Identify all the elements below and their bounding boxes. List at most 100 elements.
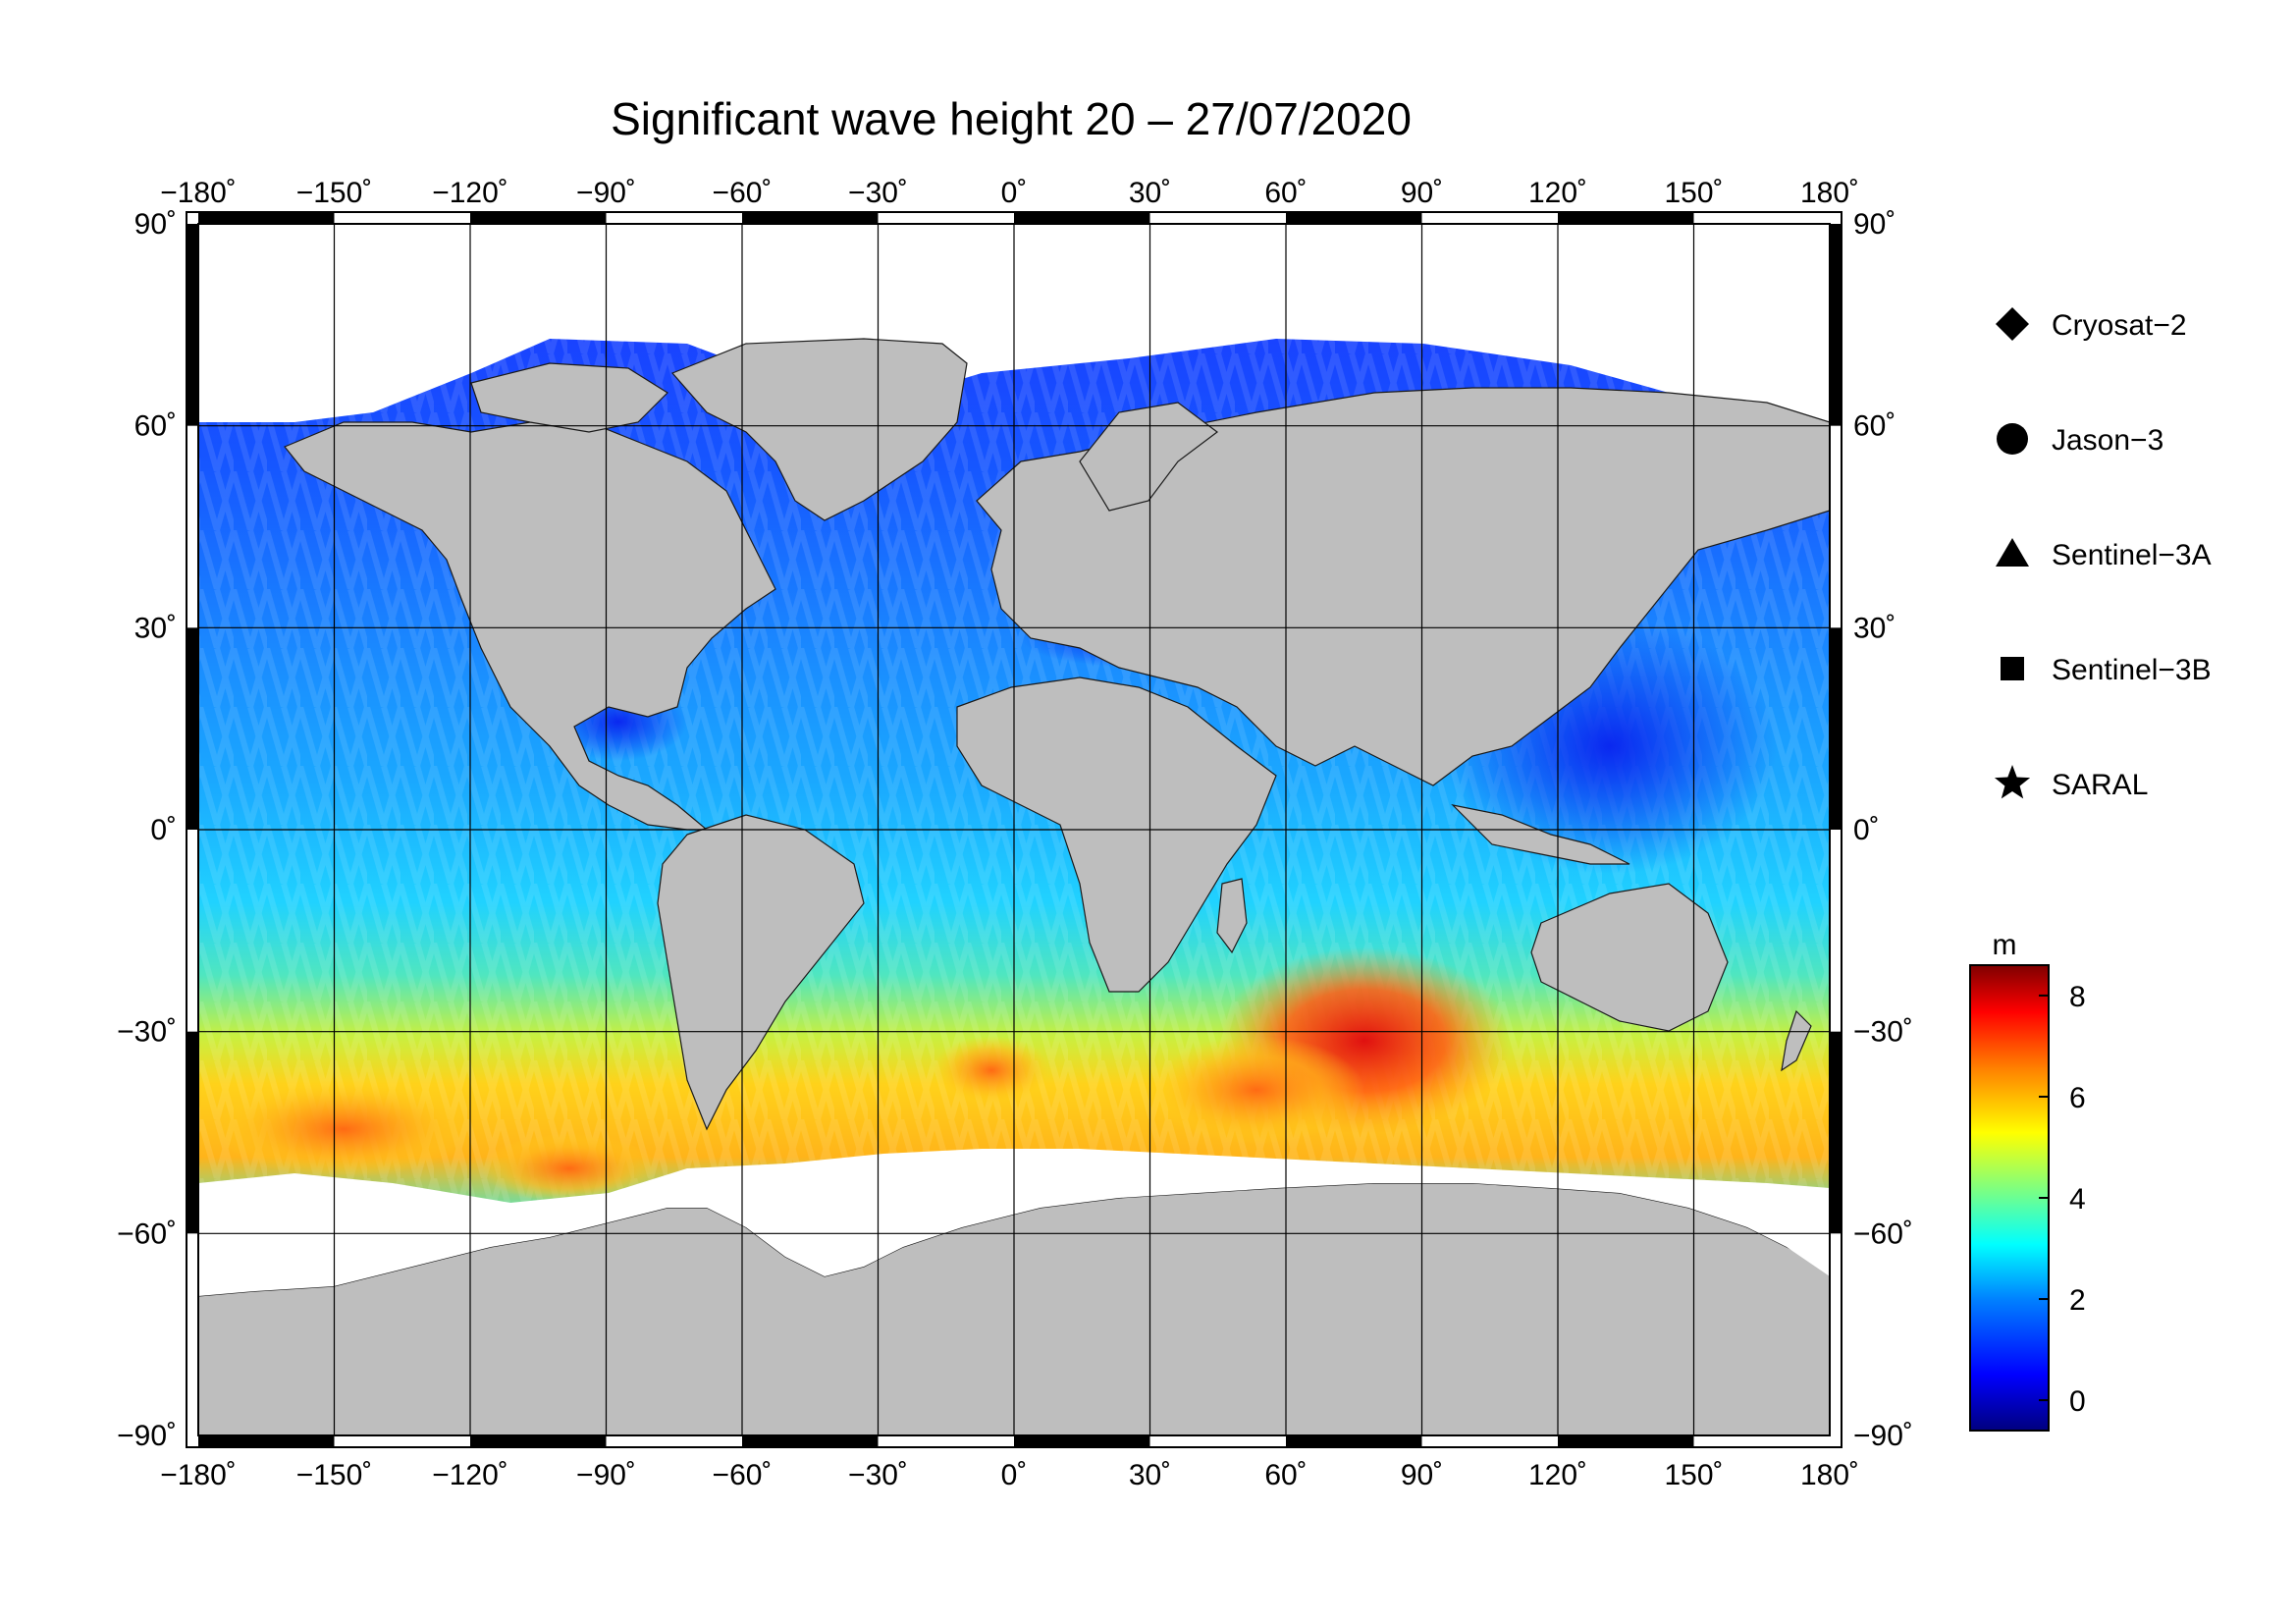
lon-tick-label-top: −180˚	[160, 177, 237, 209]
right-frame-segment	[1830, 224, 1842, 426]
lon-tick-label-bottom: 90˚	[1401, 1459, 1443, 1491]
axis-tick-labels: −180˚ −180˚ −150˚ −150˚ −120˚ −120˚ −90˚ −90˚ −6…	[117, 177, 1913, 1491]
left-frame-segment	[187, 1031, 198, 1234]
colorbar-unit-label: m	[1993, 929, 2017, 961]
colorbar-tick-label: 8	[2069, 981, 2086, 1013]
graticule	[198, 224, 1830, 1435]
indonesia	[1451, 804, 1630, 865]
lat-tick-label-right: 60˚	[1853, 410, 1896, 443]
colorbar-tick-label: 2	[2069, 1284, 2086, 1317]
north-america	[284, 421, 776, 831]
legend-item-label: Cryosat−2	[2052, 309, 2187, 342]
star-marker-icon	[1994, 765, 2031, 799]
top-frame-segment	[1014, 212, 1150, 224]
lon-tick-label-top: 180˚	[1800, 177, 1859, 209]
lon-tick-label-bottom: 180˚	[1800, 1459, 1859, 1491]
lon-tick-label-top: −150˚	[296, 177, 373, 209]
bottom-frame-segment	[1286, 1435, 1422, 1447]
bottom-frame-segment	[470, 1435, 607, 1447]
high-wave-region-south-atlantic	[933, 1036, 1050, 1105]
left-frame-segment	[187, 224, 198, 426]
triangle-marker-icon	[1996, 538, 2029, 567]
lat-tick-label-right: −60˚	[1853, 1217, 1913, 1250]
legend-item: SARAL	[1994, 765, 2148, 801]
high-wave-region-south-pacific	[216, 1080, 471, 1178]
left-frame-segment	[187, 627, 198, 830]
madagascar	[1216, 878, 1248, 954]
lon-tick-label-top: −120˚	[432, 177, 508, 209]
greenland	[670, 338, 968, 521]
lat-tick-label-left: −90˚	[117, 1420, 177, 1452]
bottom-frame-segment	[1014, 1435, 1150, 1447]
lon-tick-label-bottom: 150˚	[1664, 1459, 1723, 1491]
bottom-frame-segment	[1558, 1435, 1694, 1447]
lat-tick-label-left: −60˚	[117, 1217, 177, 1250]
diamond-marker-icon	[1996, 307, 2029, 341]
lon-tick-label-bottom: −90˚	[576, 1459, 636, 1491]
arctic-archipelago	[470, 362, 668, 433]
lon-tick-label-bottom: −60˚	[713, 1459, 773, 1491]
square-marker-icon	[2001, 657, 2024, 680]
lat-tick-label-right: −90˚	[1853, 1420, 1913, 1452]
high-wave-region-drake	[481, 1134, 658, 1203]
lat-tick-label-left: 30˚	[134, 612, 177, 644]
map-panel	[198, 224, 1830, 1435]
lat-tick-label-right: −30˚	[1853, 1016, 1913, 1049]
lon-tick-label-top: 120˚	[1528, 177, 1587, 209]
map-frame-bars	[186, 211, 1842, 1448]
colorbar-tick-label: 6	[2069, 1082, 2086, 1114]
lat-tick-label-right: 0˚	[1853, 814, 1880, 846]
legend-item: Sentinel−3B	[2001, 654, 2212, 686]
top-frame-segment	[1286, 212, 1422, 224]
top-frame-segment	[1558, 212, 1694, 224]
lon-tick-label-bottom: −120˚	[432, 1459, 508, 1491]
lon-tick-label-top: 0˚	[1001, 177, 1028, 209]
colorbar-tick-label: 4	[2069, 1183, 2086, 1216]
lat-tick-label-right: 30˚	[1853, 612, 1896, 644]
australia	[1530, 883, 1729, 1032]
right-frame-segment	[1830, 1031, 1842, 1234]
circle-marker-icon	[1997, 423, 2028, 455]
lon-tick-label-bottom: 0˚	[1001, 1459, 1028, 1491]
lon-tick-label-top: 60˚	[1264, 177, 1307, 209]
top-frame-segment	[198, 212, 335, 224]
colorbar-tick-label: 0	[2069, 1385, 2086, 1418]
lon-tick-label-bottom: 60˚	[1264, 1459, 1307, 1491]
legend-item-label: Jason−3	[2052, 424, 2163, 457]
colorbar-ticks: 8 6 4 2 0	[2039, 981, 2086, 1418]
top-frame-segment	[742, 212, 879, 224]
legend-item: Jason−3	[1997, 423, 2163, 457]
legend-item-label: Sentinel−3A	[2052, 539, 2212, 571]
satellite-legend: Cryosat−2 Jason−3 Sentinel−3A Sentinel−3B SA…	[1994, 307, 2212, 801]
colorbar: m 8 6 4 2 0	[1969, 929, 2086, 1432]
lon-tick-label-top: 150˚	[1664, 177, 1723, 209]
lon-tick-label-top: −60˚	[713, 177, 773, 209]
lat-tick-label-left: 60˚	[134, 410, 177, 443]
right-frame-segment	[1830, 627, 1842, 830]
colorbar-gradient	[1969, 964, 2050, 1432]
bottom-frame-segment	[198, 1435, 335, 1447]
lon-tick-label-top: 90˚	[1401, 177, 1443, 209]
lat-tick-label-left: 90˚	[134, 208, 177, 241]
new-zealand	[1781, 1009, 1812, 1072]
lon-tick-label-top: −30˚	[848, 177, 908, 209]
lon-tick-label-bottom: 30˚	[1129, 1459, 1171, 1491]
lon-tick-label-bottom: 120˚	[1528, 1459, 1587, 1491]
scandinavia	[1079, 402, 1218, 512]
lon-tick-label-top: 30˚	[1129, 177, 1171, 209]
lat-tick-label-left: 0˚	[150, 814, 177, 846]
high-wave-region-south-indian-2	[1148, 1036, 1364, 1144]
south-america	[657, 814, 865, 1131]
figure-title: Significant wave height 20 – 27/07/2020	[611, 93, 1412, 144]
top-frame-segment	[470, 212, 607, 224]
lat-tick-label-left: −30˚	[117, 1016, 177, 1049]
lon-tick-label-bottom: −180˚	[160, 1459, 237, 1491]
bottom-frame-segment	[742, 1435, 879, 1447]
legend-item: Cryosat−2	[1996, 307, 2187, 342]
lon-tick-label-bottom: −30˚	[848, 1459, 908, 1491]
lon-tick-label-bottom: −150˚	[296, 1459, 373, 1491]
lon-tick-label-top: −90˚	[576, 177, 636, 209]
legend-item-label: SARAL	[2052, 769, 2148, 801]
africa	[956, 676, 1277, 993]
